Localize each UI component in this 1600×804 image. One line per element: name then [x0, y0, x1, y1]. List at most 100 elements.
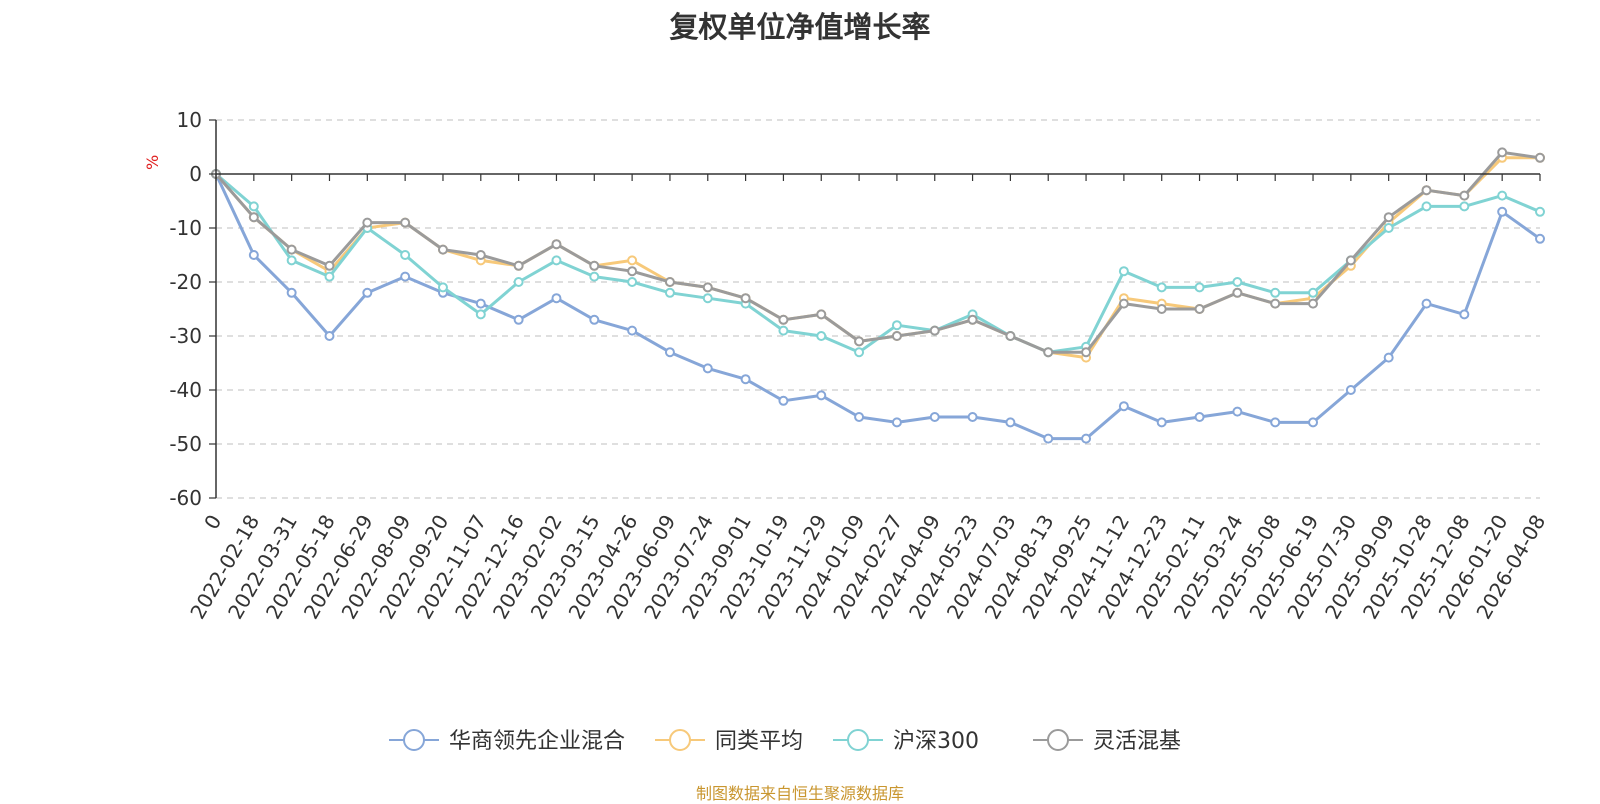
data-point[interactable]: [437, 282, 448, 293]
data-point[interactable]: [1118, 401, 1129, 412]
data-point[interactable]: [1421, 185, 1432, 196]
legend-item-2[interactable]: 沪深300: [833, 729, 979, 754]
data-point[interactable]: [437, 244, 448, 255]
data-point[interactable]: [778, 395, 789, 406]
data-point[interactable]: [248, 250, 259, 260]
data-point[interactable]: [1194, 282, 1205, 293]
data-point[interactable]: [627, 255, 638, 266]
data-point[interactable]: [891, 320, 902, 331]
data-point[interactable]: [1497, 190, 1508, 201]
data-point[interactable]: [248, 212, 259, 223]
data-point[interactable]: [1308, 417, 1319, 428]
data-point[interactable]: [551, 255, 562, 266]
data-point[interactable]: [967, 412, 978, 422]
data-point[interactable]: [286, 255, 297, 266]
data-point[interactable]: [664, 287, 675, 298]
data-point[interactable]: [702, 282, 713, 293]
data-point[interactable]: [1232, 277, 1243, 287]
data-point[interactable]: [1118, 266, 1129, 277]
data-point[interactable]: [1005, 331, 1016, 341]
data-point[interactable]: [1308, 298, 1319, 309]
data-point[interactable]: [854, 412, 865, 422]
data-point[interactable]: [1043, 347, 1054, 358]
data-point[interactable]: [513, 277, 524, 287]
data-point[interactable]: [854, 336, 865, 347]
data-point[interactable]: [778, 314, 789, 325]
data-point[interactable]: [627, 325, 638, 336]
data-point[interactable]: [854, 347, 865, 358]
data-point[interactable]: [816, 390, 827, 401]
data-point[interactable]: [778, 325, 789, 336]
data-point[interactable]: [589, 271, 600, 282]
data-point[interactable]: [967, 314, 978, 325]
data-point[interactable]: [1345, 255, 1356, 266]
data-point[interactable]: [551, 239, 562, 250]
legend-item-0[interactable]: 华商领先企业混合: [389, 729, 625, 754]
data-point[interactable]: [1005, 417, 1016, 428]
legend-item-1[interactable]: 同类平均: [655, 729, 803, 754]
data-point[interactable]: [400, 217, 411, 228]
data-point[interactable]: [702, 293, 713, 304]
data-point[interactable]: [1535, 233, 1545, 244]
data-point[interactable]: [816, 331, 827, 341]
data-point[interactable]: [362, 287, 373, 298]
data-point[interactable]: [400, 271, 411, 282]
legend-item-3[interactable]: 灵活混基: [1033, 729, 1181, 754]
data-point[interactable]: [513, 260, 524, 271]
data-point[interactable]: [1535, 152, 1545, 163]
data-point[interactable]: [1194, 304, 1205, 314]
data-point[interactable]: [475, 309, 486, 320]
data-point[interactable]: [1459, 201, 1470, 212]
data-point[interactable]: [286, 287, 297, 298]
data-point[interactable]: [1118, 298, 1129, 309]
data-point[interactable]: [1345, 385, 1356, 395]
data-point[interactable]: [1232, 287, 1243, 298]
data-point[interactable]: [589, 260, 600, 271]
data-point[interactable]: [551, 293, 562, 304]
data-point[interactable]: [1270, 287, 1281, 298]
data-point[interactable]: [1081, 347, 1092, 358]
data-point[interactable]: [929, 412, 940, 422]
data-point[interactable]: [589, 314, 600, 325]
data-point[interactable]: [1383, 212, 1394, 223]
data-point[interactable]: [1497, 147, 1508, 158]
data-point[interactable]: [664, 347, 675, 358]
data-point[interactable]: [740, 374, 751, 385]
data-point[interactable]: [1383, 223, 1394, 233]
data-point[interactable]: [1421, 298, 1432, 309]
data-point[interactable]: [1081, 433, 1092, 444]
data-point[interactable]: [891, 331, 902, 341]
data-point[interactable]: [324, 331, 335, 341]
data-point[interactable]: [248, 201, 259, 212]
data-point[interactable]: [1156, 304, 1167, 314]
data-point[interactable]: [1459, 309, 1470, 320]
data-point[interactable]: [929, 325, 940, 336]
data-point[interactable]: [1535, 206, 1545, 217]
data-point[interactable]: [475, 298, 486, 309]
data-point[interactable]: [1232, 406, 1243, 417]
data-point[interactable]: [1383, 352, 1394, 363]
data-point[interactable]: [740, 293, 751, 304]
data-point[interactable]: [627, 266, 638, 277]
data-point[interactable]: [286, 244, 297, 255]
data-point[interactable]: [1156, 417, 1167, 428]
data-point[interactable]: [1308, 287, 1319, 298]
data-point[interactable]: [475, 250, 486, 260]
data-point[interactable]: [1156, 282, 1167, 293]
data-point[interactable]: [816, 309, 827, 320]
data-point[interactable]: [891, 417, 902, 428]
data-point[interactable]: [324, 271, 335, 282]
data-point[interactable]: [1043, 433, 1054, 444]
data-point[interactable]: [1194, 412, 1205, 422]
data-point[interactable]: [362, 217, 373, 228]
data-point[interactable]: [702, 363, 713, 374]
data-point[interactable]: [1421, 201, 1432, 212]
data-point[interactable]: [400, 250, 411, 260]
data-point[interactable]: [1270, 417, 1281, 428]
data-point[interactable]: [1459, 190, 1470, 201]
data-point[interactable]: [513, 314, 524, 325]
data-point[interactable]: [627, 277, 638, 287]
data-point[interactable]: [324, 260, 335, 271]
data-point[interactable]: [664, 277, 675, 287]
data-point[interactable]: [1497, 206, 1508, 217]
